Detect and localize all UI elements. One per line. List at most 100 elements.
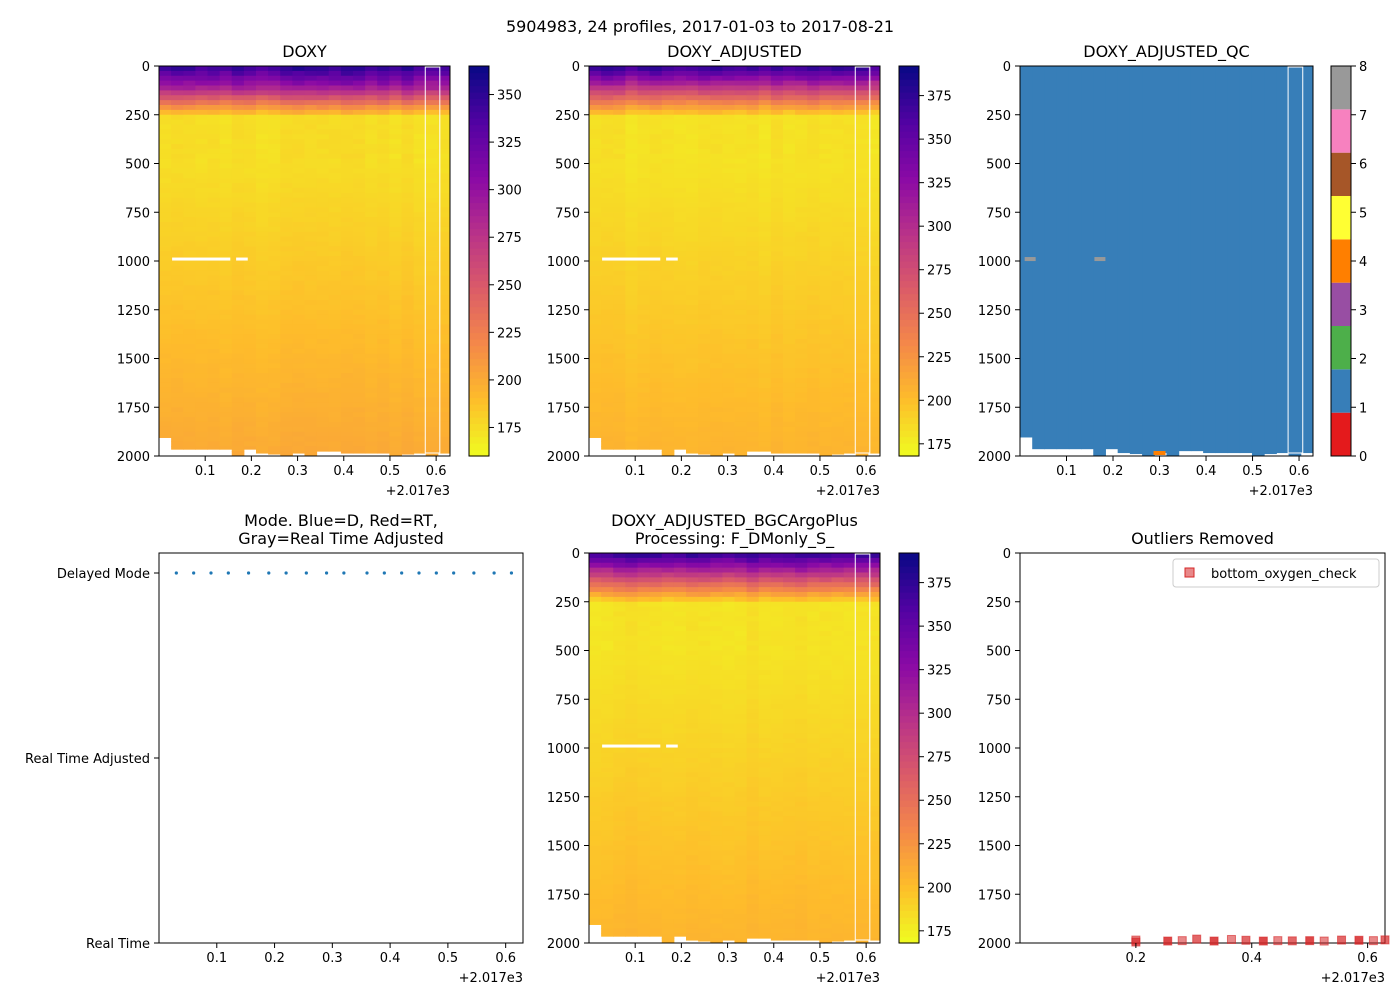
heatmap-cell [437,148,451,155]
colorbar-segment [899,358,919,366]
heatmap-cell [268,441,281,447]
heatmap-cell [625,557,638,564]
colorbar-tick-label: 1 [1359,401,1367,416]
heatmap-cell [413,66,427,72]
heatmap-cell [171,80,184,86]
heatmap-cell [589,913,602,920]
heatmap-cell [377,105,390,111]
heatmap-cell [758,217,772,223]
heatmap-cell [831,309,845,316]
heatmap-cell [243,373,257,379]
heatmap-cell [316,124,330,130]
heatmap-cell [661,183,675,189]
heatmap-cell [661,928,675,934]
heatmap-cell [304,261,318,267]
colorbar-tick-label: 375 [927,90,952,105]
heatmap-cell [661,265,675,272]
heatmap-cell [613,70,626,77]
heatmap-cell [637,275,651,281]
heatmap-cell [304,70,318,77]
heatmap-cell [243,392,257,398]
heatmap-cell [783,402,796,408]
heatmap-cell [377,397,390,403]
heatmap-cell [195,217,208,223]
heatmap-cell [673,791,687,798]
heatmap-cell [183,373,196,379]
heatmap-cell [268,378,281,384]
heatmap-cell [734,285,748,291]
heatmap-cell [831,358,845,364]
heatmap-cell [613,645,626,651]
heatmap-cell [613,363,626,369]
mode-point [342,571,346,575]
heatmap-cell [256,392,269,398]
heatmap-cell [268,251,281,257]
heatmap-cell [437,217,451,223]
heatmap-cell [256,339,269,345]
heatmap-cell [231,397,245,403]
heatmap-cell [746,270,760,277]
heatmap-cell [686,261,699,267]
heatmap-cell [316,129,330,135]
x-offset-label: +2.017e3 [386,484,450,499]
heatmap-cell [328,202,342,208]
heatmap-cell [231,426,245,433]
heatmap-cell [867,75,881,82]
heatmap-cell [425,114,439,121]
heatmap-cell [243,95,257,101]
heatmap-cell [328,114,342,121]
heatmap-cell [698,324,711,330]
heatmap-cell [589,134,602,140]
heatmap-cell [365,85,378,91]
heatmap-cell [601,339,614,345]
heatmap-cell [819,153,832,160]
colorbar-segment [899,144,919,152]
heatmap-cell [304,270,318,277]
heatmap-cell [589,426,602,433]
heatmap-cell [625,801,638,807]
heatmap-cell [589,183,602,189]
heatmap-cell [207,392,221,398]
heatmap-cell [243,158,257,164]
heatmap-cell [268,314,281,320]
heatmap-cell [686,436,699,442]
heatmap-cell [625,85,638,91]
heatmap-cell [601,621,614,627]
heatmap-cell [625,918,638,924]
heatmap-cell [171,236,184,242]
heatmap-cell [673,256,687,262]
heatmap-cell [661,343,675,350]
heatmap-cell [589,611,602,617]
heatmap-cell [183,265,196,272]
heatmap-cell [328,207,342,213]
heatmap-cell [661,397,675,403]
heatmap-cell [613,163,626,169]
heatmap-cell [831,412,845,418]
heatmap-cell [353,158,366,164]
heatmap-cell [783,426,796,433]
heatmap-cell [855,417,869,423]
heatmap-cell [256,80,269,86]
heatmap-cell [637,821,651,827]
heatmap-cell [256,124,269,130]
heatmap-cell [589,723,602,729]
heatmap-cell [698,562,711,569]
heatmap-cell [377,212,390,218]
heatmap-cell [613,796,626,803]
heatmap-cell [673,601,687,608]
heatmap-cell [256,309,269,316]
heatmap-cell [171,90,184,96]
heatmap-cell [601,304,614,311]
heatmap-cell [686,417,699,423]
heatmap-cell [437,426,451,433]
heatmap-cell [710,582,723,588]
heatmap-cell [637,645,651,651]
heatmap-cell [795,431,808,437]
heatmap-cell [807,95,820,101]
heatmap-cell [770,105,784,111]
heatmap-cell [425,100,439,106]
heatmap-cell [698,261,711,267]
heatmap-cell [661,363,675,369]
heatmap-cell [625,582,638,588]
heatmap-cell [437,368,451,374]
